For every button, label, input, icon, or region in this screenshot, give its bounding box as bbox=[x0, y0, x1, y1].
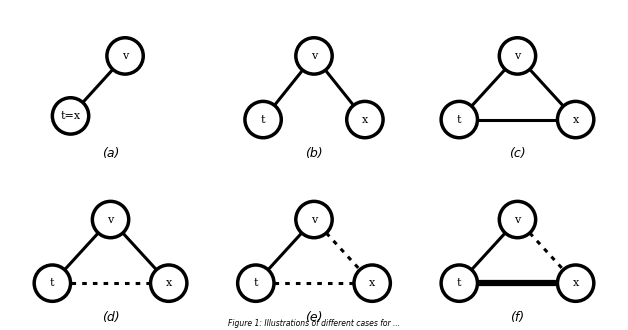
Text: v: v bbox=[107, 214, 114, 224]
Text: (e): (e) bbox=[305, 311, 323, 324]
Text: t: t bbox=[457, 115, 462, 124]
Text: x: x bbox=[573, 115, 579, 124]
Text: t: t bbox=[50, 278, 55, 288]
Circle shape bbox=[558, 101, 594, 138]
Text: x: x bbox=[166, 278, 172, 288]
Text: v: v bbox=[311, 51, 317, 61]
Circle shape bbox=[558, 265, 594, 301]
Circle shape bbox=[354, 265, 391, 301]
Text: v: v bbox=[122, 51, 128, 61]
Circle shape bbox=[347, 101, 383, 138]
Text: v: v bbox=[514, 51, 521, 61]
Circle shape bbox=[296, 38, 332, 74]
Text: t: t bbox=[457, 278, 462, 288]
Circle shape bbox=[34, 265, 70, 301]
Text: x: x bbox=[573, 278, 579, 288]
Text: (c): (c) bbox=[509, 147, 526, 160]
Circle shape bbox=[107, 38, 143, 74]
Circle shape bbox=[92, 201, 129, 238]
Text: v: v bbox=[311, 214, 317, 224]
Text: (b): (b) bbox=[305, 147, 323, 160]
Circle shape bbox=[52, 98, 89, 134]
Text: x: x bbox=[362, 115, 368, 124]
Circle shape bbox=[441, 101, 477, 138]
Text: (f): (f) bbox=[511, 311, 524, 324]
Text: x: x bbox=[369, 278, 376, 288]
Circle shape bbox=[245, 101, 281, 138]
Text: v: v bbox=[514, 214, 521, 224]
Text: t: t bbox=[254, 278, 258, 288]
Text: t: t bbox=[261, 115, 266, 124]
Text: t=x: t=x bbox=[60, 111, 80, 121]
Circle shape bbox=[151, 265, 187, 301]
Text: (d): (d) bbox=[102, 311, 119, 324]
Circle shape bbox=[296, 201, 332, 238]
Circle shape bbox=[237, 265, 274, 301]
Circle shape bbox=[499, 201, 536, 238]
Text: Figure 1: Illustrations of different cases for ...: Figure 1: Illustrations of different cas… bbox=[228, 319, 400, 328]
Text: (a): (a) bbox=[102, 147, 119, 160]
Circle shape bbox=[499, 38, 536, 74]
Circle shape bbox=[441, 265, 477, 301]
